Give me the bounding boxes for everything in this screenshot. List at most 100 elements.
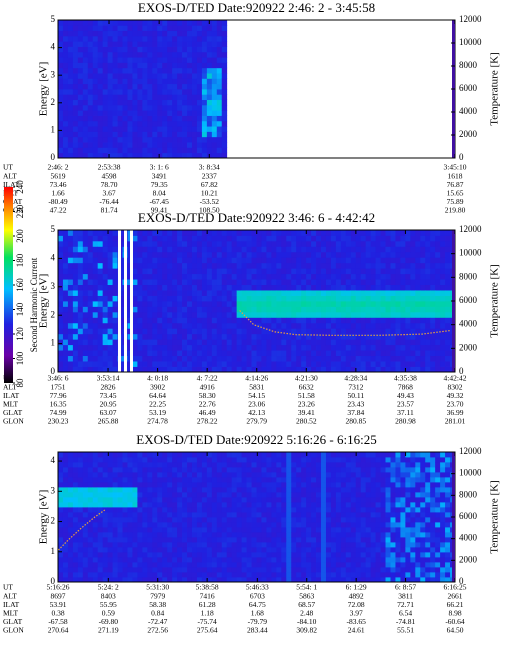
spectrogram-cell <box>196 240 203 247</box>
spectrogram-cell <box>380 557 386 563</box>
spectrogram-cell <box>77 73 84 79</box>
spectrogram-cell <box>157 492 163 498</box>
spectrogram-cell <box>311 366 317 373</box>
spectrogram-cell <box>385 512 391 518</box>
spectrogram-cell <box>365 482 372 488</box>
spectrogram-cell <box>246 487 252 493</box>
spectrogram-cell <box>321 301 327 307</box>
spectrogram-cell <box>142 147 148 154</box>
spectrogram-cell <box>132 235 138 242</box>
spectrogram-cell <box>162 41 168 47</box>
spectrogram-cell <box>177 246 183 253</box>
spectrogram-cell <box>221 251 228 258</box>
spectrogram-cell <box>291 235 297 242</box>
spectrogram-cell <box>350 301 357 307</box>
spectrogram-cell <box>97 452 104 458</box>
spectrogram-cell <box>216 295 223 302</box>
spectrogram-cell <box>221 284 228 291</box>
spectrogram-cell <box>152 99 158 106</box>
spectrogram-cell <box>122 477 128 483</box>
spectrogram-cell <box>127 94 133 101</box>
spectrogram-cell <box>191 350 198 357</box>
spectrogram-cell <box>301 537 307 543</box>
spectrogram-cell <box>276 542 282 548</box>
spectrogram-cell <box>162 306 168 313</box>
spectrogram-cell <box>251 517 257 523</box>
spectrogram-cell <box>67 131 74 138</box>
table-cell: 76.87 <box>447 180 464 189</box>
spectrogram-cell <box>281 462 287 468</box>
spectrogram-cell <box>375 361 381 367</box>
spectrogram-cell <box>306 350 312 357</box>
spectrogram-cell <box>325 262 332 269</box>
spectrogram-cell <box>157 46 163 53</box>
spectrogram-cell <box>97 110 104 116</box>
spectrogram-cell <box>92 537 99 543</box>
spectrogram-cell <box>390 517 396 523</box>
spectrogram-cell <box>172 552 178 558</box>
spectrogram-cell <box>410 317 416 324</box>
spectrogram-cell <box>92 350 99 357</box>
spectrogram-cell <box>400 452 406 458</box>
spectrogram-cell <box>231 537 238 543</box>
spectrogram-cell <box>316 333 322 340</box>
spectrogram-cell <box>97 577 104 583</box>
spectrogram-cell <box>196 532 203 538</box>
table-cell: 3902 <box>150 382 165 391</box>
spectrogram-cell <box>390 452 396 458</box>
spectrogram-cell <box>211 83 218 90</box>
spectrogram-cell <box>97 240 104 247</box>
spectrogram-cell <box>112 268 118 275</box>
spectrogram-cell <box>152 57 158 63</box>
spectrogram-cell <box>330 344 337 351</box>
spectrogram-cell <box>72 295 79 302</box>
spectrogram-cell <box>127 67 133 74</box>
spectrogram-cell <box>430 322 436 329</box>
spectrogram-cell <box>375 273 381 280</box>
spectrogram-cell <box>330 492 337 498</box>
spectrogram-cell <box>365 522 372 528</box>
spectrogram-cell <box>355 522 362 528</box>
spectrogram-cell <box>177 78 183 85</box>
spectrogram-cell <box>62 547 69 553</box>
spectrogram-cell <box>142 273 148 280</box>
spectrogram-cell <box>266 251 272 258</box>
spectrogram-cell <box>360 532 367 538</box>
spectrogram-cell <box>77 317 84 324</box>
spectrogram-cell <box>82 306 89 313</box>
spectrogram-cell <box>167 527 173 533</box>
spectrogram-cell <box>345 279 352 286</box>
spectrogram-cell <box>420 317 426 324</box>
spectrogram-cell <box>191 152 198 159</box>
spectrogram-cell <box>246 361 252 367</box>
spectrogram-cell <box>380 328 386 335</box>
spectrogram-cell <box>201 532 208 538</box>
spectrogram-cell <box>142 542 148 548</box>
spectrogram-cell <box>67 30 74 37</box>
spectrogram-cell <box>201 512 208 518</box>
spectrogram-cell <box>206 355 213 362</box>
spectrogram-cell <box>62 142 69 148</box>
spectrogram-cell <box>182 482 188 488</box>
spectrogram-cell <box>350 487 357 493</box>
spectrogram-cell <box>97 30 104 37</box>
spectrogram-cell <box>167 115 173 122</box>
spectrogram-cell <box>137 246 143 253</box>
table-cell: 47.22 <box>50 206 67 215</box>
spectrogram-cell <box>162 30 168 37</box>
spectrogram-cell <box>107 457 113 463</box>
spectrogram-cell <box>440 230 446 236</box>
spectrogram-cell <box>147 462 153 468</box>
spectrogram-cell <box>206 246 213 253</box>
spectrogram-cell <box>142 67 148 74</box>
spectrogram-cell <box>62 344 69 351</box>
spectrogram-cell <box>246 507 252 513</box>
spectrogram-cell <box>226 577 233 583</box>
spectrogram-cell <box>335 328 342 335</box>
spectrogram-cell <box>162 35 168 42</box>
spectrogram-cell <box>316 366 322 373</box>
spectrogram-cell <box>281 482 287 488</box>
spectrogram-cell <box>157 532 163 538</box>
spectrogram-cell <box>92 262 99 269</box>
spectrogram-cell <box>162 472 168 478</box>
